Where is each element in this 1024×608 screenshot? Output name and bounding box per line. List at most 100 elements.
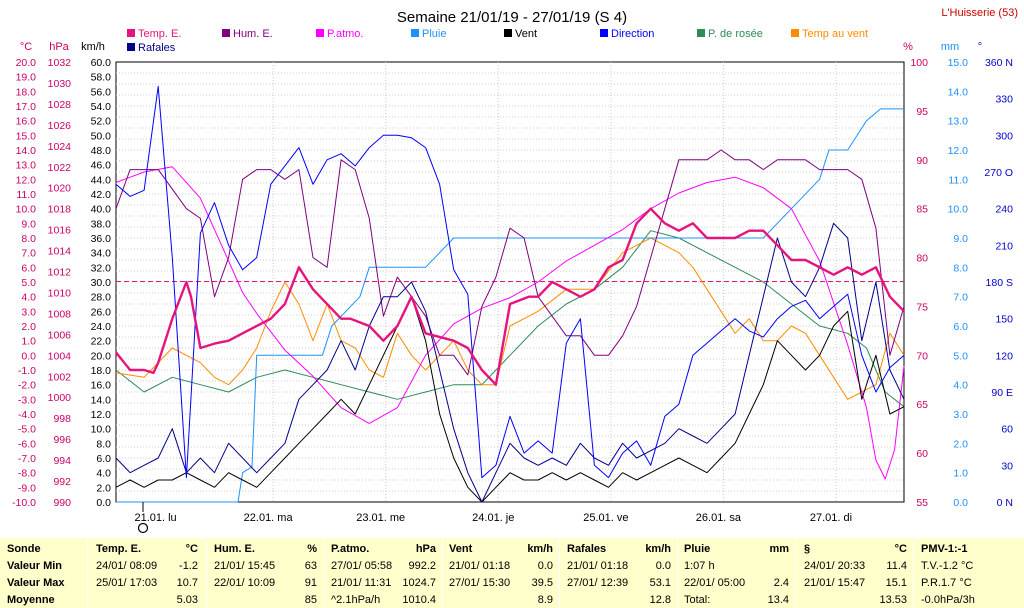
legend-label: P. de rosée [708,28,763,40]
mm-tick: 3.0 [953,409,968,421]
par-min-value: 11.4 [886,560,907,572]
legend-label: Direction [611,28,654,40]
series-direction-line [115,85,905,479]
temp-unit: °C [185,543,198,555]
sonde-row-avg: Moyenne [7,594,55,606]
mm-tick: 10.0 [948,204,969,216]
hpa-tick: 1004 [48,350,72,362]
kmh-tick: 36.0 [91,233,112,245]
sonde-row-max: Valeur Max [7,577,65,589]
mm-tick: 7.0 [953,292,968,304]
par-max-value: 15.1 [885,577,907,589]
day-label: 27.01. di [810,512,852,524]
temp-min-value: -1.2 [179,560,198,572]
vent-min-time: 21/01/ 01:18 [449,560,511,572]
hpa-tick: 1014 [48,246,72,258]
unit-deg: ° [978,41,982,53]
unit-hpa: hPa [49,41,69,53]
celsius-tick: 4.0 [21,292,36,304]
vent-max-value: 39.5 [531,577,553,589]
col-sonde: Sonde Valeur Min Valeur Max Moyenne [0,538,86,608]
percent-tick: 90 [916,155,928,167]
deg-tick: 300 [995,130,1013,142]
sonde-row-min: Valeur Min [7,560,63,572]
hpa-tick: 1002 [48,371,72,383]
kmh-tick: 22.0 [91,336,112,348]
series-pluie-line [116,108,904,503]
mm-tick: 9.0 [953,233,968,245]
temp-max-time: 25/01/ 17:03 [96,577,158,589]
kmh-tick: 28.0 [91,292,112,304]
par-min-time: 24/01/ 20:33 [804,560,866,572]
col-temp: Temp. E. °C 24/01/ 08:09 -1.2 25/01/ 17:03… [87,538,206,608]
legend-swatch [316,29,324,37]
kmh-tick: 34.0 [91,248,112,260]
series-p-atmo-line [115,166,905,480]
kmh-tick: 16.0 [91,380,112,392]
col-pluie: Pluie mm 1:07 h 22/01/ 05:00 2.4 Total: 13.… [677,538,795,608]
mm-tick: 4.0 [953,380,968,392]
celsius-tick: 19.0 [16,72,37,84]
hpa-tick: 1022 [48,162,72,174]
celsius-tick: 7.0 [21,248,36,260]
patmo-unit: hPa [415,543,436,555]
week-marker [137,522,149,534]
col-patmo: P.atmo. hPa 27/01/ 05:58 992.2 21/01/ 11:3… [324,538,442,608]
percent-tick: 55 [916,497,928,509]
pmv-trend: -0.0hPa/3h [921,594,975,606]
celsius-tick: 17.0 [16,101,37,113]
hpa-tick: 992 [53,476,71,488]
temp-max-value: 10.7 [176,577,198,589]
celsius-tick: 5.0 [21,277,36,289]
series-rafales-line [115,222,905,503]
legend-swatch [600,29,608,37]
celsius-tick: 9.0 [21,218,36,230]
celsius-tick: -1.0 [18,365,36,377]
rafales-min-value: 0.0 [655,560,671,572]
rafales-unit: km/h [645,543,671,555]
kmh-tick: 46.0 [91,160,112,172]
kmh-tick: 32.0 [91,262,112,274]
legend-swatch [127,43,135,51]
kmh-tick: 44.0 [91,174,112,186]
kmh-tick: 14.0 [91,394,112,406]
hpa-tick: 1000 [48,392,72,404]
day-label: 21.01. lu [134,512,176,524]
day-labels: 21.01. lu 22.01. ma 23.01. me 24.01. je 25.0… [134,502,852,534]
col-par: § °C 24/01/ 20:33 11.4 21/01/ 15:47 15.1 13… [795,538,913,608]
day-label: 23.01. me [356,512,405,524]
kmh-tick: 54.0 [91,101,112,113]
kmh-tick: 18.0 [91,365,112,377]
deg-tick: 210 [995,240,1013,252]
percent-tick: 70 [916,350,928,362]
vent-max-time: 27/01/ 15:30 [449,577,511,589]
pmv-pr: P.R.1.7 °C [921,577,972,589]
chart-series [115,85,905,503]
celsius-tick: -8.0 [18,468,36,480]
celsius-tick: 1.0 [21,336,36,348]
series-p-de-ros-e-line [115,230,905,408]
percent-tick: 80 [916,253,928,265]
kmh-tick: 30.0 [91,277,112,289]
hum-max-value: 91 [304,577,317,589]
temp-title: Temp. E. [96,543,142,555]
mm-tick: 2.0 [953,438,968,450]
celsius-tick: 6.0 [21,262,36,274]
mm-tick: 0.0 [953,497,968,509]
pluie-max-value: 2.4 [773,577,789,589]
kmh-tick: 56.0 [91,86,112,98]
celsius-tick: -10.0 [12,497,36,509]
kmh-tick: 26.0 [91,306,112,318]
kmh-tick: 20.0 [91,350,112,362]
chart-title: Semaine 21/01/19 - 27/01/19 (S 4) [397,9,627,26]
percent-tick: 60 [916,448,928,460]
celsius-tick: 8.0 [21,233,36,245]
pluie-max-time: 22/01/ 05:00 [684,577,746,589]
day-label: 25.01. ve [583,512,628,524]
hpa-tick: 1006 [48,329,72,341]
kmh-tick: 8.0 [96,438,111,450]
hpa-tick: 998 [53,413,71,425]
rafales-avg-value: 12.8 [649,594,671,606]
kmh-tick: 40.0 [91,204,112,216]
celsius-tick: -6.0 [18,438,36,450]
